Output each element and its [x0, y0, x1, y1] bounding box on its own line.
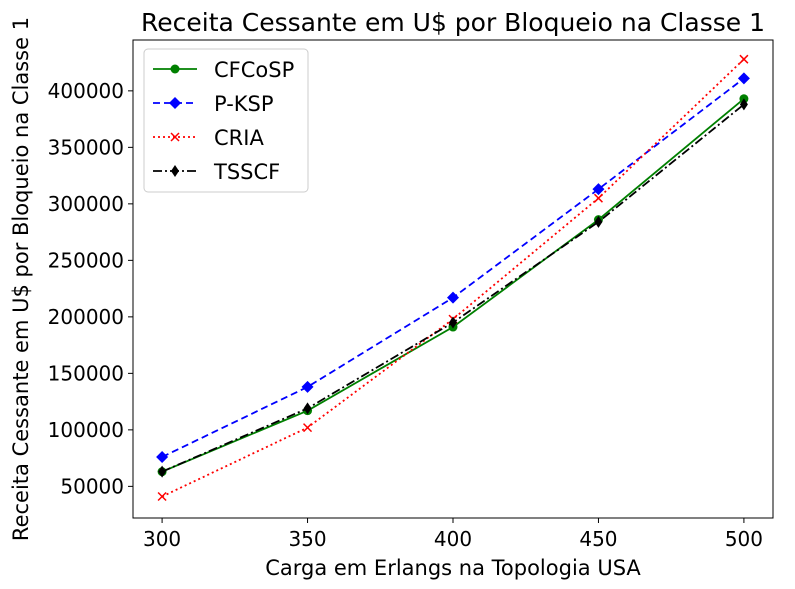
y-tick-label: 350000 — [48, 135, 124, 159]
x-tick-label: 350 — [288, 527, 326, 551]
data-point — [158, 465, 167, 478]
x-tick-label: 400 — [434, 527, 472, 551]
legend-label: CRIA — [214, 126, 264, 150]
legend-label: P-KSP — [214, 92, 274, 116]
legend-marker — [170, 64, 180, 74]
y-tick-label: 150000 — [48, 361, 124, 385]
legend-box — [143, 48, 309, 193]
data-point — [449, 316, 457, 329]
data-point — [303, 423, 313, 433]
chart-title: Receita Cessante em U$ por Bloqueio na C… — [141, 8, 765, 37]
data-point — [303, 402, 312, 415]
x-tick-label: 500 — [725, 527, 763, 551]
data-point — [156, 450, 169, 463]
legend-marker — [169, 97, 181, 109]
series-tsscf — [158, 98, 748, 478]
x-axis-ticks: 300 350 400 450 500 — [143, 518, 763, 551]
legend-label: CFCoSP — [214, 58, 294, 82]
legend-item: CFCoSP — [153, 58, 294, 82]
y-tick-label: 100000 — [48, 418, 124, 442]
x-axis-label: Carga em Erlangs na Topologia USA — [265, 556, 641, 580]
y-axis-ticks: 50000 100000 150000 200000 250000 300000 35000… — [48, 79, 133, 498]
data-point — [594, 215, 603, 228]
data-point — [739, 54, 749, 64]
y-tick-label: 50000 — [60, 474, 124, 498]
series-p-ksp — [156, 72, 750, 463]
legend-marker — [171, 165, 179, 177]
legend-marker — [170, 132, 180, 142]
y-tick-label: 400000 — [48, 79, 124, 103]
x-tick-label: 300 — [143, 527, 181, 551]
data-point — [447, 291, 459, 304]
data-point — [593, 193, 603, 203]
series-layer — [156, 54, 750, 502]
legend-item: CRIA — [153, 126, 264, 150]
legend-label: TSSCF — [213, 160, 280, 184]
x-tick-label: 450 — [579, 527, 617, 551]
legend-item: P-KSP — [153, 92, 274, 116]
legend: CFCoSP P-KSP CRIA TSSCF — [143, 48, 309, 193]
data-point — [739, 98, 748, 111]
data-point — [301, 380, 314, 393]
data-point — [592, 183, 605, 196]
y-tick-label: 250000 — [48, 248, 124, 272]
legend-item: TSSCF — [153, 160, 280, 184]
y-axis-label: Receita Cessante em U$ por Bloqueio na C… — [9, 17, 33, 541]
data-point — [157, 491, 167, 502]
data-point — [737, 72, 750, 85]
y-tick-label: 300000 — [48, 192, 124, 216]
y-tick-label: 200000 — [48, 305, 124, 329]
